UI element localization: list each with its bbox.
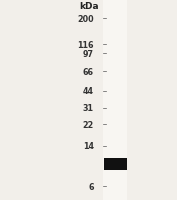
Text: 200: 200	[77, 15, 94, 24]
Text: 116: 116	[77, 41, 94, 50]
Text: 6: 6	[88, 182, 94, 191]
Text: kDa: kDa	[80, 2, 99, 11]
Bar	[103, 0, 127, 200]
Text: 31: 31	[83, 104, 94, 113]
Text: 22: 22	[82, 120, 94, 129]
Bar	[104, 158, 127, 170]
Text: 14: 14	[83, 141, 94, 150]
Text: 66: 66	[83, 68, 94, 77]
Text: 44: 44	[83, 87, 94, 96]
Text: 97: 97	[83, 49, 94, 58]
